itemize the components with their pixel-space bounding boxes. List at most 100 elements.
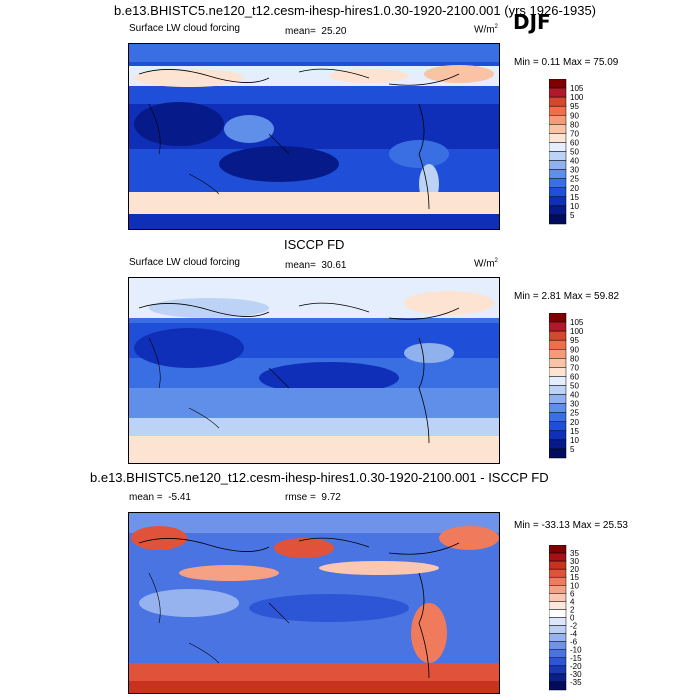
colorbar-swatch xyxy=(548,412,567,422)
panel3-colorbar: 35 30 20 15 10 6 4 2 0 -2 -4 -6 -10 -15 -20 -30 -35 xyxy=(548,544,609,700)
colorbar-tick-label: 95 xyxy=(570,336,579,345)
colorbar-swatch xyxy=(548,421,567,432)
colorbar-swatch xyxy=(548,133,567,143)
colorbar-tick-label: 2 xyxy=(570,605,575,614)
colorbar-tick-label: -15 xyxy=(570,654,582,663)
colorbar-tick-label: 20 xyxy=(570,418,579,427)
panel3-minmax: Min = -33.13 Max = 25.53 xyxy=(514,520,628,531)
panel2-units: W/m2 xyxy=(474,258,498,270)
colorbar-swatch xyxy=(548,358,567,368)
panel2-map-svg xyxy=(129,278,499,463)
colorbar-swatch xyxy=(548,641,567,650)
panel1-title: b.e13.BHISTC5.ne120_t12.cesm-ihesp-hires… xyxy=(114,3,597,18)
colorbar-swatch xyxy=(548,124,567,134)
colorbar-tick-label: 100 xyxy=(570,327,584,336)
colorbar-tick-label: 40 xyxy=(570,391,579,400)
panel2-map xyxy=(128,277,500,464)
colorbar-swatch xyxy=(548,657,567,667)
colorbar-tick-label: 100 xyxy=(570,93,584,102)
colorbar-tick-label: 90 xyxy=(570,111,579,120)
colorbar-tick-label: 5 xyxy=(570,211,575,220)
colorbar-swatch xyxy=(548,585,567,594)
colorbar-tick-label: 25 xyxy=(570,409,579,418)
mean-label: mean= xyxy=(285,260,316,271)
panel1-minmax: Min = 0.11 Max = 75.09 xyxy=(514,57,619,68)
colorbar-tick-label: 70 xyxy=(570,129,579,138)
colorbar-swatch xyxy=(548,430,567,441)
colorbar-tick-label: 0 xyxy=(570,614,575,623)
panel1-mean: mean= 25.20 xyxy=(285,26,346,37)
colorbar-tick-label: 15 xyxy=(570,193,579,202)
panel1-map xyxy=(128,43,500,230)
rmse-value: 9.72 xyxy=(321,492,341,503)
colorbar-swatch xyxy=(548,593,567,602)
colorbar-tick-label: 20 xyxy=(570,565,579,574)
colorbar-tick-label: 95 xyxy=(570,102,579,111)
colorbar-swatch xyxy=(548,681,567,691)
mean-value: -5.41 xyxy=(168,492,191,503)
colorbar-swatch xyxy=(548,552,567,562)
colorbar-swatch xyxy=(548,178,567,188)
colorbar-tick-label: 105 xyxy=(570,84,584,93)
colorbar-swatch xyxy=(548,560,567,570)
colorbar-swatch xyxy=(548,385,567,395)
colorbar-swatch xyxy=(548,448,567,459)
colorbar-tick-label: 4 xyxy=(570,597,575,606)
colorbar-tick-label: 25 xyxy=(570,175,579,184)
colorbar-tick-label: 50 xyxy=(570,148,579,157)
colorbar-swatch xyxy=(548,349,567,359)
colorbar-swatch xyxy=(548,376,567,386)
season-label: DJF xyxy=(513,10,551,34)
colorbar-swatch xyxy=(548,105,567,116)
panel2-variable: Surface LW cloud forcing xyxy=(129,257,240,268)
colorbar-swatch xyxy=(548,609,567,618)
colorbar-tick-label: 15 xyxy=(570,573,579,582)
colorbar-tick-label: 40 xyxy=(570,157,579,166)
colorbar-tick-label: 80 xyxy=(570,354,579,363)
colorbar-swatch xyxy=(548,96,567,107)
panel3-rmse: rmse = 9.72 xyxy=(285,492,341,503)
colorbar-swatch xyxy=(548,160,567,170)
panel3-map xyxy=(128,512,500,694)
colorbar-swatch xyxy=(548,321,567,332)
panel1-units: W/m2 xyxy=(474,24,498,36)
colorbar-swatch xyxy=(548,78,567,89)
panel2-minmax: Min = 2.81 Max = 59.82 xyxy=(514,291,620,302)
panel2-mean: mean= 30.61 xyxy=(285,260,346,271)
colorbar-tick-label: 70 xyxy=(570,363,579,372)
panel3-map-svg xyxy=(129,513,499,693)
colorbar-tick-label: -35 xyxy=(570,678,582,687)
colorbar-tick-label: 10 xyxy=(570,202,579,211)
colorbar-tick-label: -6 xyxy=(570,638,578,647)
panel2-colorbar: 105 100 95 90 80 70 60 50 40 30 25 20 15 10 5 xyxy=(548,312,609,468)
colorbar-swatch xyxy=(548,87,567,98)
colorbar-tick-label: 60 xyxy=(570,138,579,147)
colorbar-tick-label: 50 xyxy=(570,382,579,391)
colorbar-swatch xyxy=(548,633,567,642)
colorbar-tick-label: 35 xyxy=(570,549,579,558)
colorbar-tick-label: 105 xyxy=(570,318,584,327)
panel3-mean: mean = -5.41 xyxy=(129,492,191,503)
mean-label: mean = xyxy=(129,492,163,503)
colorbar-swatch xyxy=(548,649,567,659)
colorbar-tick-label: 30 xyxy=(570,400,579,409)
colorbar-swatch xyxy=(548,617,567,626)
rmse-label: rmse = xyxy=(285,492,316,503)
colorbar-tick-label: -10 xyxy=(570,646,582,655)
colorbar-swatch xyxy=(548,312,567,323)
colorbar-tick-label: 10 xyxy=(570,436,579,445)
colorbar-tick-label: 6 xyxy=(570,589,575,598)
mean-label: mean= xyxy=(285,26,316,37)
colorbar-swatch xyxy=(548,394,567,404)
colorbar-swatch xyxy=(548,330,567,341)
panel2-title: ISCCP FD xyxy=(284,237,345,252)
colorbar-tick-label: 30 xyxy=(570,557,579,566)
colorbar-swatch xyxy=(548,115,567,125)
colorbar-tick-label: -4 xyxy=(570,630,578,639)
colorbar-swatch xyxy=(548,625,567,634)
colorbar-swatch xyxy=(548,403,567,413)
colorbar-tick-label: 90 xyxy=(570,345,579,354)
